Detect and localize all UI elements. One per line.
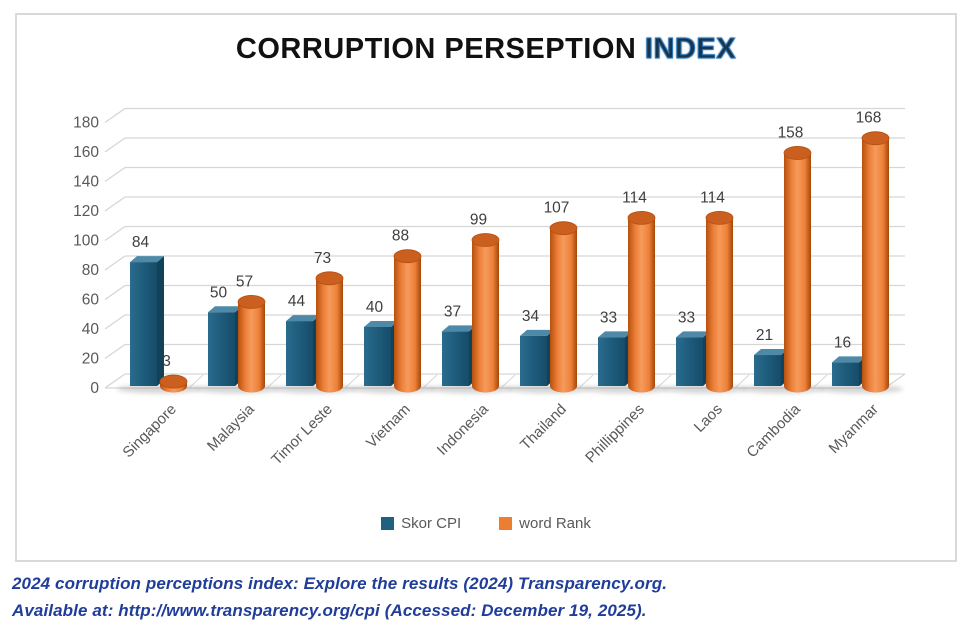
x-axis-label: Indonesia	[434, 400, 492, 458]
source-citation: 2024 corruption perceptions index: Explo…	[12, 570, 667, 624]
svg-text:168: 168	[856, 110, 882, 127]
svg-text:160: 160	[73, 144, 99, 161]
x-axis-label: Timor Leste	[268, 401, 336, 469]
svg-text:114: 114	[700, 189, 725, 206]
legend-item-word-rank: word Rank	[499, 515, 591, 532]
svg-text:21: 21	[756, 327, 773, 344]
legend-label-rank: word Rank	[519, 515, 591, 532]
svg-text:0: 0	[90, 380, 99, 397]
svg-text:40: 40	[82, 321, 100, 338]
svg-text:99: 99	[470, 211, 487, 228]
svg-text:88: 88	[392, 228, 409, 245]
bar-chart-plot: 0 20 40 60 80 100 120 140 160 180 84 3 Singapore 50 57…	[73, 107, 906, 469]
x-axis-label: Myanmar	[826, 401, 882, 457]
x-axis-label: Laos	[691, 401, 726, 436]
svg-text:33: 33	[600, 309, 617, 326]
citation-line-2: Available at: http://www.transparency.or…	[12, 601, 647, 620]
svg-text:20: 20	[82, 351, 100, 368]
svg-text:40: 40	[366, 299, 384, 316]
svg-text:158: 158	[778, 124, 804, 141]
svg-text:107: 107	[544, 200, 570, 217]
legend-label-cpi: Skor CPI	[401, 515, 462, 532]
legend-swatch-rank-icon	[499, 517, 513, 530]
svg-text:60: 60	[82, 292, 100, 309]
x-axis-label: Singapore	[119, 401, 179, 461]
chart-title-accent: INDEX	[644, 33, 737, 66]
chart-frame: CORRUPTION PERSEPTION INDEX 0 20 40 60 80 100…	[15, 13, 957, 562]
x-axis-label: Phillippines	[582, 401, 648, 467]
svg-text:57: 57	[236, 273, 253, 290]
svg-text:50: 50	[210, 284, 228, 301]
svg-text:34: 34	[522, 308, 540, 325]
x-axis-label: Malaysia	[204, 400, 258, 454]
svg-text:16: 16	[834, 334, 851, 351]
legend-swatch-cpi-icon	[381, 517, 395, 530]
citation-line-1: 2024 corruption perceptions index: Explo…	[12, 574, 668, 593]
x-axis-label: Vietnam	[363, 401, 414, 452]
svg-text:140: 140	[73, 174, 99, 191]
svg-text:44: 44	[288, 293, 306, 310]
chart-legend: Skor CPI word Rank	[17, 515, 955, 532]
svg-text:180: 180	[73, 115, 99, 132]
legend-item-skor-cpi: Skor CPI	[381, 515, 461, 532]
chart-title: CORRUPTION PERSEPTION INDEX	[17, 33, 955, 66]
x-axis-label: Cambodia	[743, 400, 804, 461]
svg-text:100: 100	[73, 233, 99, 250]
chart-title-main: CORRUPTION PERSEPTION	[235, 33, 645, 65]
svg-text:33: 33	[678, 309, 695, 326]
svg-text:3: 3	[162, 353, 171, 370]
svg-text:84: 84	[132, 234, 150, 251]
x-axis-label: Thailand	[517, 401, 570, 454]
svg-text:73: 73	[314, 250, 331, 267]
svg-text:120: 120	[73, 203, 99, 220]
svg-text:80: 80	[82, 262, 100, 279]
svg-text:114: 114	[622, 189, 647, 206]
svg-text:37: 37	[444, 303, 461, 320]
